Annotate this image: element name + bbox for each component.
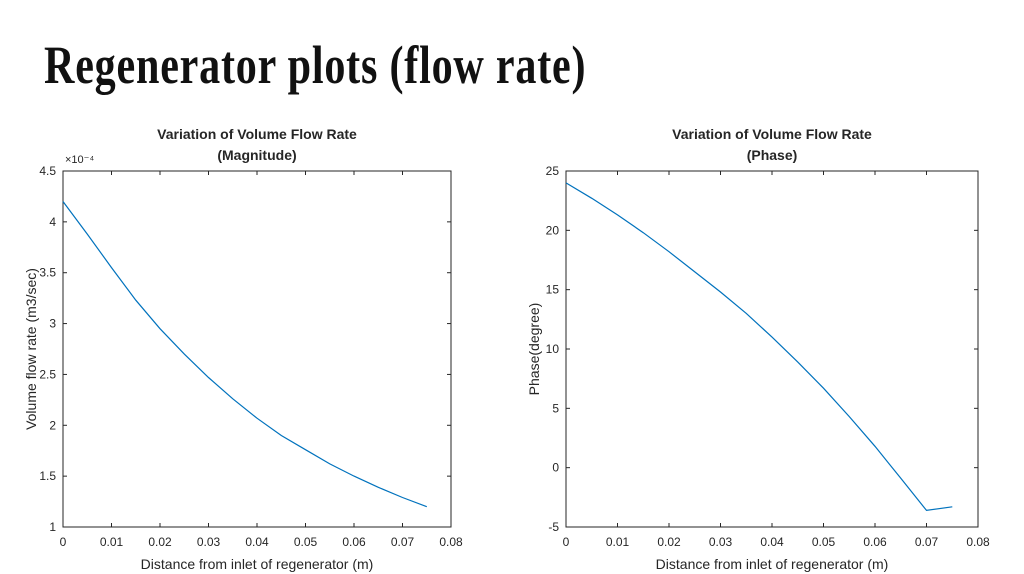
y-exponent-label: ×10⁻⁴ (65, 154, 94, 166)
plot-subtitle: (Magnitude) (217, 147, 296, 163)
x-tick-label: 0.07 (915, 535, 939, 549)
x-tick-label: 0 (60, 535, 67, 549)
x-tick-label: 0.04 (760, 535, 784, 549)
y-tick-label: 2 (49, 418, 56, 432)
y-tick-label: 15 (546, 283, 560, 297)
x-tick-label: 0.04 (245, 535, 269, 549)
y-tick-label: 20 (546, 223, 560, 237)
x-tick-label: 0.02 (657, 535, 681, 549)
y-tick-label: 1.5 (39, 469, 56, 483)
x-tick-label: 0.06 (863, 535, 887, 549)
y-tick-label: 5 (552, 401, 559, 415)
y-tick-label: 4 (49, 215, 56, 229)
y-tick-label: 1 (49, 520, 56, 534)
y-tick-label: 4.5 (39, 164, 56, 178)
y-tick-label: 3 (49, 317, 56, 331)
series-line-phase (565, 182, 953, 512)
x-tick-label: 0.05 (294, 535, 318, 549)
x-tick-label: 0.03 (709, 535, 733, 549)
y-tick-label: 25 (546, 164, 560, 178)
x-tick-label: 0.08 (966, 535, 990, 549)
x-tick-label: 0.05 (812, 535, 836, 549)
slide-title: Regenerator plots (flow rate) (44, 35, 587, 95)
x-tick-label: 0.03 (197, 535, 221, 549)
chart-phase: Variation of Volume Flow Rate (Phase) 0 0.0… (526, 126, 990, 572)
y-axis-label: Phase(degree) (526, 303, 542, 396)
x-tick-label: 0.02 (148, 535, 172, 549)
plot-title: Variation of Volume Flow Rate (672, 126, 872, 142)
x-tick-label: 0.01 (100, 535, 124, 549)
y-tick-label: 2.5 (39, 367, 56, 381)
x-tick-label: 0.06 (342, 535, 366, 549)
y-tick-label: 3.5 (39, 266, 56, 280)
x-axis-label: Distance from inlet of regenerator (m) (141, 556, 374, 572)
plot-subtitle: (Phase) (747, 147, 798, 163)
plot-frame (62, 170, 452, 528)
y-tick-label: 0 (552, 461, 559, 475)
chart-magnitude: Variation of Volume Flow Rate (Magnitude)… (23, 126, 463, 572)
y-tick-label: 10 (546, 342, 560, 356)
x-tick-label: 0.08 (439, 535, 463, 549)
y-tick-label: -5 (548, 520, 559, 534)
x-tick-label: 0 (563, 535, 570, 549)
x-axis-label: Distance from inlet of regenerator (m) (656, 556, 889, 572)
plot-frame (565, 170, 979, 528)
y-axis-label: Volume flow rate (m3/sec) (23, 268, 39, 430)
x-tick-label: 0.01 (606, 535, 630, 549)
x-tick-label: 0.07 (391, 535, 415, 549)
series-line-magnitude (62, 201, 428, 508)
plot-title: Variation of Volume Flow Rate (157, 126, 357, 142)
